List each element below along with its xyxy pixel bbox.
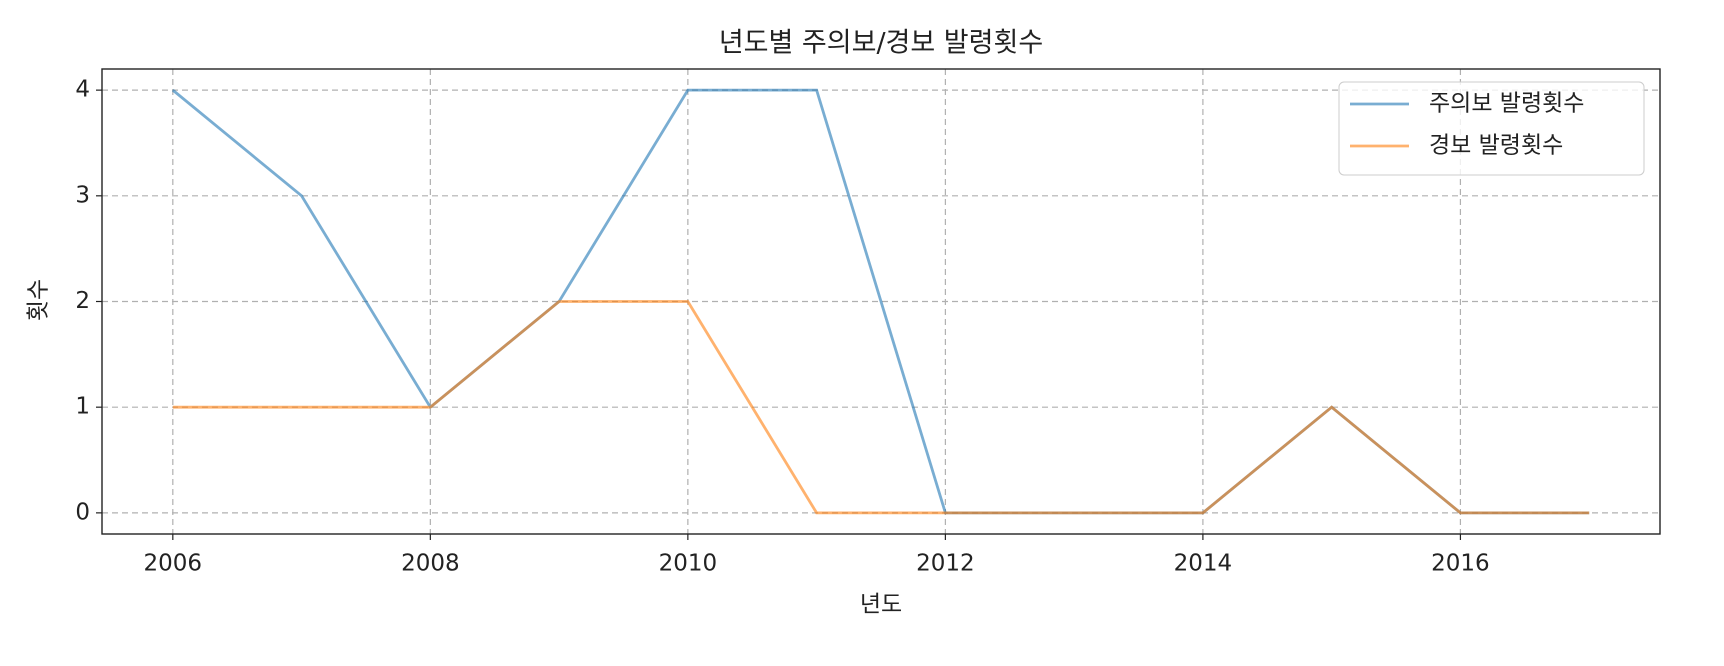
legend-label: 주의보 발령횟수	[1429, 91, 1584, 117]
legend-box	[1338, 81, 1645, 176]
y-axis-label: 횟수	[26, 279, 52, 321]
legend-label: 경보 발령횟수	[1429, 133, 1563, 159]
x-tick-label: 2014	[1174, 551, 1233, 577]
x-tick-label: 2006	[144, 551, 203, 577]
x-axis-label: 년도	[860, 592, 902, 618]
y-tick-label: 3	[75, 182, 90, 208]
y-tick-label: 1	[75, 394, 90, 420]
chart-title: 년도별 주의보/경보 발령횟수	[719, 28, 1043, 59]
y-tick-label: 0	[75, 499, 90, 525]
x-tick-label: 2012	[916, 551, 975, 577]
plot-frame	[101, 68, 1661, 535]
x-tick-label: 2008	[401, 551, 460, 577]
y-tick-label: 4	[75, 77, 90, 103]
x-tick-label: 2016	[1431, 551, 1490, 577]
x-tick-label: 2010	[659, 551, 718, 577]
y-tick-label: 2	[75, 288, 90, 314]
series-line	[172, 300, 1590, 515]
